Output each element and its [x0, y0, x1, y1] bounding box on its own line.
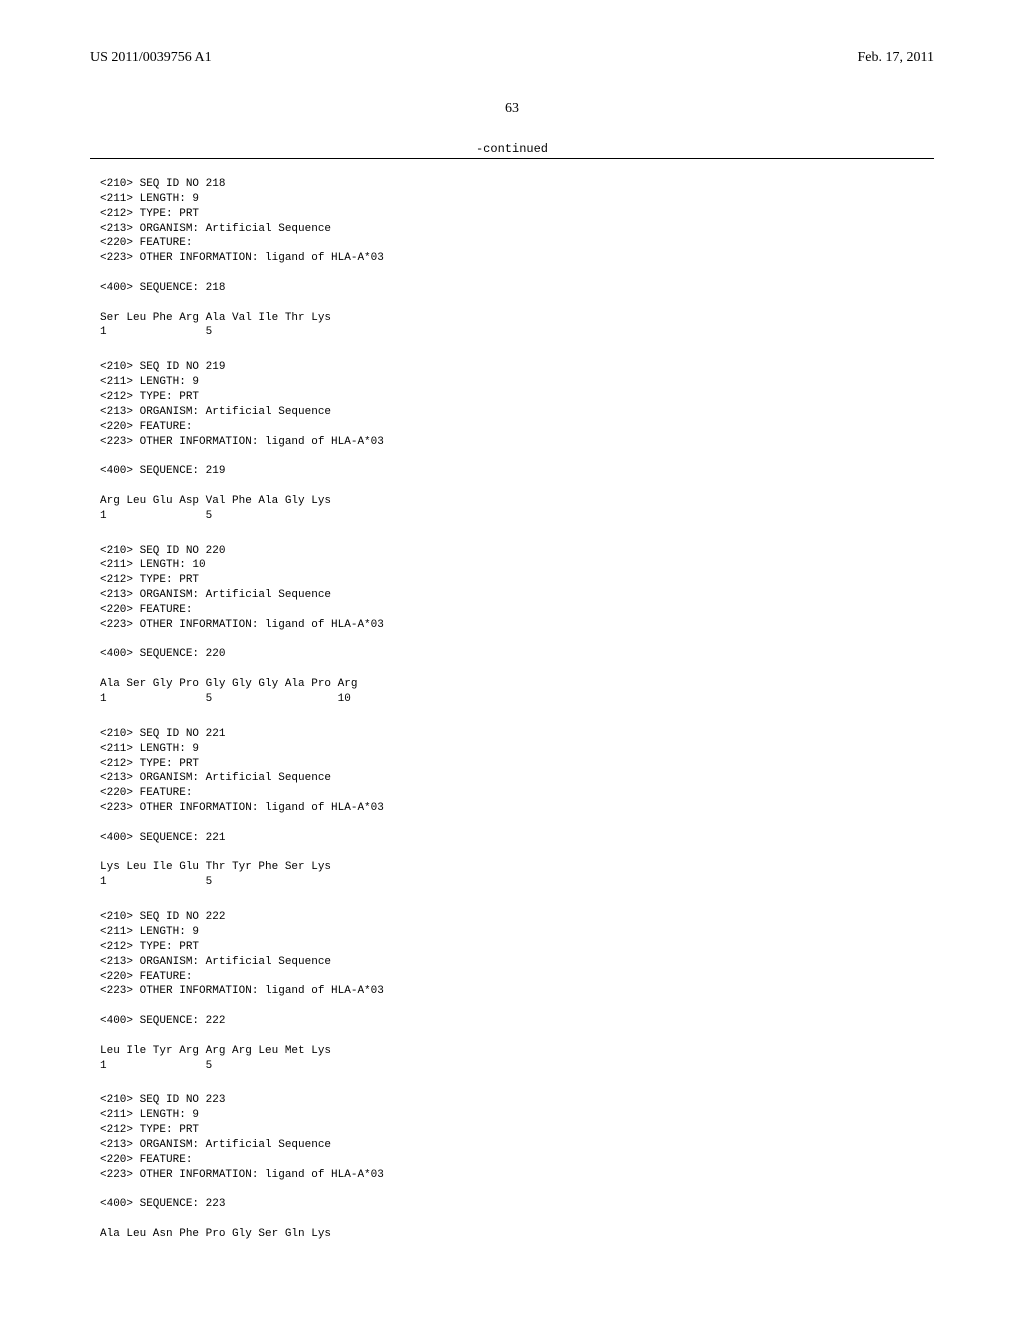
sequence-block: <210> SEQ ID NO 218 <211> LENGTH: 9 <212… — [90, 177, 934, 340]
pub-date: Feb. 17, 2011 — [858, 50, 934, 66]
sequence-block: <210> SEQ ID NO 221 <211> LENGTH: 9 <212… — [90, 727, 934, 890]
pub-number: US 2011/0039756 A1 — [90, 50, 212, 66]
header: US 2011/0039756 A1 Feb. 17, 2011 — [90, 50, 934, 66]
sequence-block: <210> SEQ ID NO 219 <211> LENGTH: 9 <212… — [90, 360, 934, 523]
sequence-listing: <210> SEQ ID NO 218 <211> LENGTH: 9 <212… — [90, 177, 934, 1242]
sequence-block: <210> SEQ ID NO 220 <211> LENGTH: 10 <21… — [90, 544, 934, 707]
sequence-block: <210> SEQ ID NO 223 <211> LENGTH: 9 <212… — [90, 1093, 934, 1241]
sequence-block: <210> SEQ ID NO 222 <211> LENGTH: 9 <212… — [90, 910, 934, 1073]
page-number: 63 — [90, 101, 934, 117]
divider — [90, 158, 934, 159]
continued-label: -continued — [90, 142, 934, 156]
